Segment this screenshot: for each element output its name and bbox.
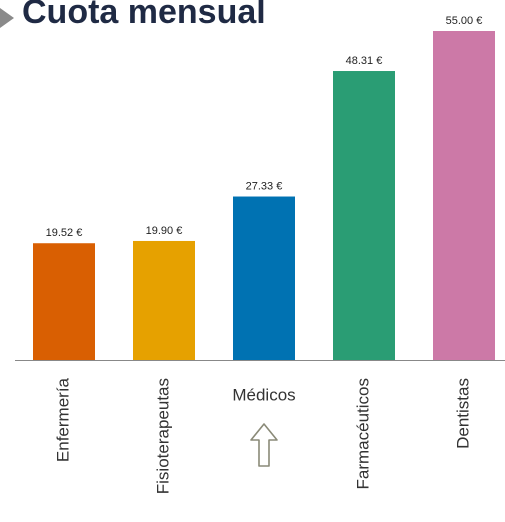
value-label: 55.00 €: [446, 15, 483, 27]
title-bullet: [0, 8, 14, 28]
bar: [233, 196, 295, 360]
x-tick-label: Enfermería: [53, 377, 72, 462]
value-label: 48.31 €: [346, 55, 383, 67]
x-tick-label: Farmacéuticos: [353, 378, 372, 489]
bar: [133, 240, 195, 360]
value-label: 19.90 €: [146, 225, 183, 237]
x-tick-label: Médicos: [232, 385, 295, 404]
x-tick-label: Fisioterapeutas: [153, 378, 172, 494]
bar: [333, 71, 395, 360]
arrow-icon: [250, 423, 278, 467]
value-label: 19.52 €: [46, 227, 83, 239]
bar: [33, 243, 95, 360]
value-label: 27.33 €: [246, 180, 283, 192]
chart-title: Cuota mensual: [22, 0, 266, 31]
x-tick-label: Dentistas: [453, 378, 472, 449]
bar: [433, 31, 495, 360]
